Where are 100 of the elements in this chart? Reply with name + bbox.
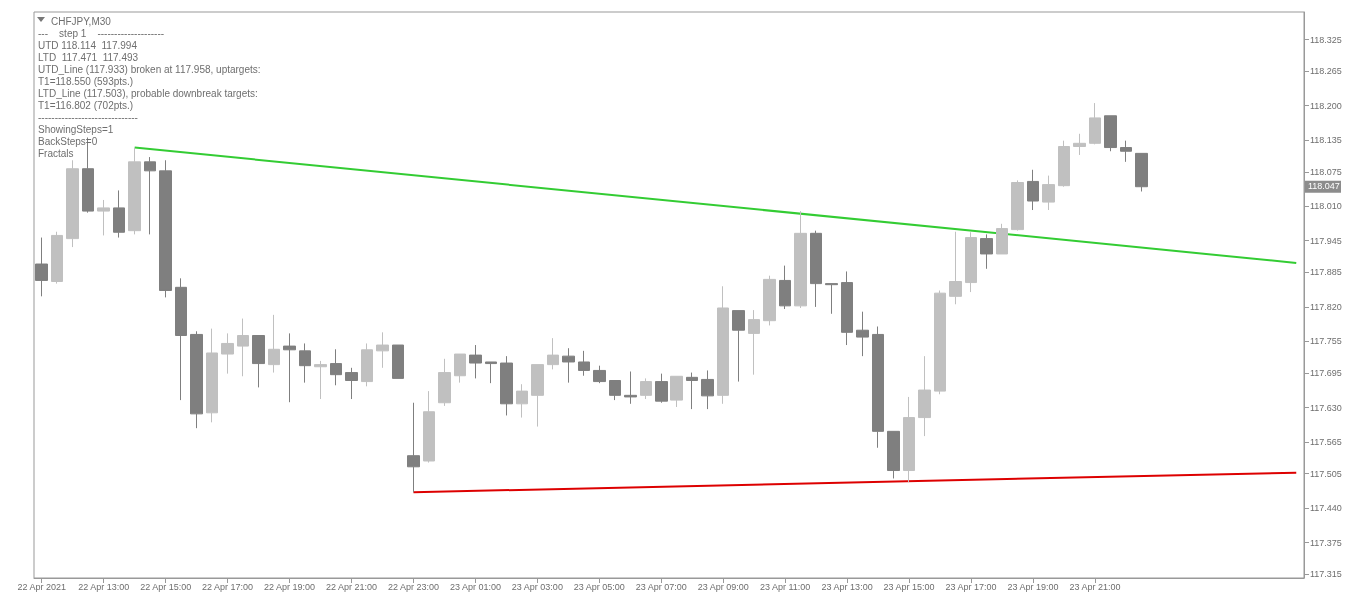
candlestick (640, 377, 652, 400)
candlestick (887, 430, 900, 479)
candlestick (500, 355, 513, 416)
x-tick-label: 23 Apr 15:00 (883, 581, 935, 592)
x-tick-label: 22 Apr 2021 (17, 581, 67, 592)
candlestick (97, 199, 110, 236)
candlestick (51, 231, 63, 285)
candlestick (454, 353, 466, 384)
candlestick (330, 348, 342, 386)
candlestick (593, 365, 606, 384)
candlestick (965, 231, 977, 293)
candlestick (144, 156, 156, 235)
x-tick-label: 23 Apr 13:00 (821, 581, 873, 592)
y-tick-label: 117.630 (1310, 402, 1342, 413)
x-tick-label: 23 Apr 01:00 (449, 581, 501, 592)
candlestick (825, 283, 838, 315)
y-tick-label: 118.010 (1310, 201, 1342, 212)
candlestick (1135, 152, 1148, 192)
x-tick-label: 23 Apr 21:00 (1069, 581, 1121, 592)
candlestick (485, 361, 497, 384)
y-tick-label: 118.265 (1310, 66, 1342, 77)
candlestick (547, 337, 559, 370)
candlestick (779, 265, 791, 310)
annotation: LTD 117.471 117.493 (38, 51, 139, 63)
candlestick (66, 159, 79, 248)
candlestick (299, 342, 311, 384)
annotation: ------------------------------ (38, 111, 138, 123)
candlestick (1104, 115, 1117, 152)
x-tick-label: 22 Apr 15:00 (140, 581, 192, 592)
x-tick-label: 22 Apr 19:00 (264, 581, 316, 592)
candlestick (376, 331, 389, 369)
x-tick-label: 23 Apr 17:00 (945, 581, 997, 592)
candlestick (407, 402, 420, 493)
y-tick-label: 117.375 (1310, 537, 1342, 548)
candlestick (1073, 133, 1086, 156)
x-tick-label: 23 Apr 05:00 (573, 581, 625, 592)
y-tick-label: 117.885 (1310, 267, 1342, 278)
annotation: UTD 118.114 117.994 (38, 39, 138, 51)
candlestick (190, 330, 203, 429)
candlestick (934, 290, 946, 395)
candlestick (1027, 169, 1039, 211)
x-tick-label: 23 Apr 09:00 (697, 581, 749, 592)
candlestick (732, 310, 745, 383)
annotation: Fractals (38, 147, 74, 159)
annotation: ShowingSteps=1 (38, 123, 114, 135)
candlestick (314, 360, 327, 400)
candlestick (113, 189, 125, 239)
candlestick (748, 309, 760, 376)
candlestick (128, 147, 141, 235)
candlestick (655, 373, 668, 404)
candlestick (1042, 175, 1055, 211)
candlestick (841, 270, 853, 346)
x-tick-label: 22 Apr 17:00 (202, 581, 254, 592)
candlestick (578, 350, 590, 377)
candlestick (221, 332, 234, 375)
y-tick-label: 117.695 (1310, 368, 1342, 379)
candlestick (763, 275, 776, 326)
candlestick (438, 358, 451, 407)
y-tick-label: 117.440 (1310, 503, 1342, 514)
x-tick-label: 22 Apr 13:00 (78, 581, 130, 592)
y-tick-label: 118.200 (1310, 100, 1342, 111)
candlestick (345, 367, 358, 400)
candlestick (1011, 179, 1024, 232)
y-tick-label: 117.565 (1310, 436, 1342, 447)
chart-title: CHFJPY,M30 (51, 15, 112, 27)
annotation: UTD_Line (117.933) broken at 117.958, uptargets: (38, 63, 261, 75)
candlestick (686, 372, 698, 410)
y-tick-label: 118.325 (1310, 34, 1342, 45)
candlestick (1089, 102, 1101, 145)
candlestick (918, 355, 931, 437)
y-tick-label: 117.755 (1310, 336, 1342, 347)
candlestick (562, 347, 575, 384)
candlestick (35, 237, 48, 297)
annotation: LTD_Line (117.503), probable downbreak targets: (38, 87, 258, 99)
candlestick (159, 159, 172, 298)
candlestick (469, 344, 482, 379)
candlestick (531, 364, 544, 428)
x-tick-label: 22 Apr 21:00 (325, 581, 378, 592)
candlestick (980, 233, 993, 270)
candlestick (701, 369, 714, 410)
candlestick (516, 383, 528, 419)
candlestick (810, 230, 822, 308)
x-tick-label: 23 Apr 07:00 (635, 581, 687, 592)
annotation: 118.047 (1308, 181, 1340, 192)
candlestick (423, 390, 435, 464)
candlestick (996, 223, 1008, 255)
annotation: --- step 1 -------------------- (38, 27, 165, 39)
x-tick-label: 23 Apr 03:00 (511, 581, 563, 592)
y-tick-label: 117.820 (1310, 301, 1342, 312)
candlestick (872, 326, 884, 449)
candlestick (670, 375, 683, 408)
x-tick-label: 23 Apr 11:00 (759, 581, 811, 592)
candlestick (949, 231, 962, 305)
x-tick-label: 22 Apr 23:00 (387, 581, 439, 592)
candlestick (361, 342, 373, 387)
candlestick (624, 371, 637, 405)
y-tick-label: 117.505 (1310, 468, 1342, 479)
y-tick-label: 118.135 (1310, 135, 1342, 146)
annotation: T1=116.802 (702pts.) (38, 99, 134, 111)
candlestick (206, 328, 218, 423)
